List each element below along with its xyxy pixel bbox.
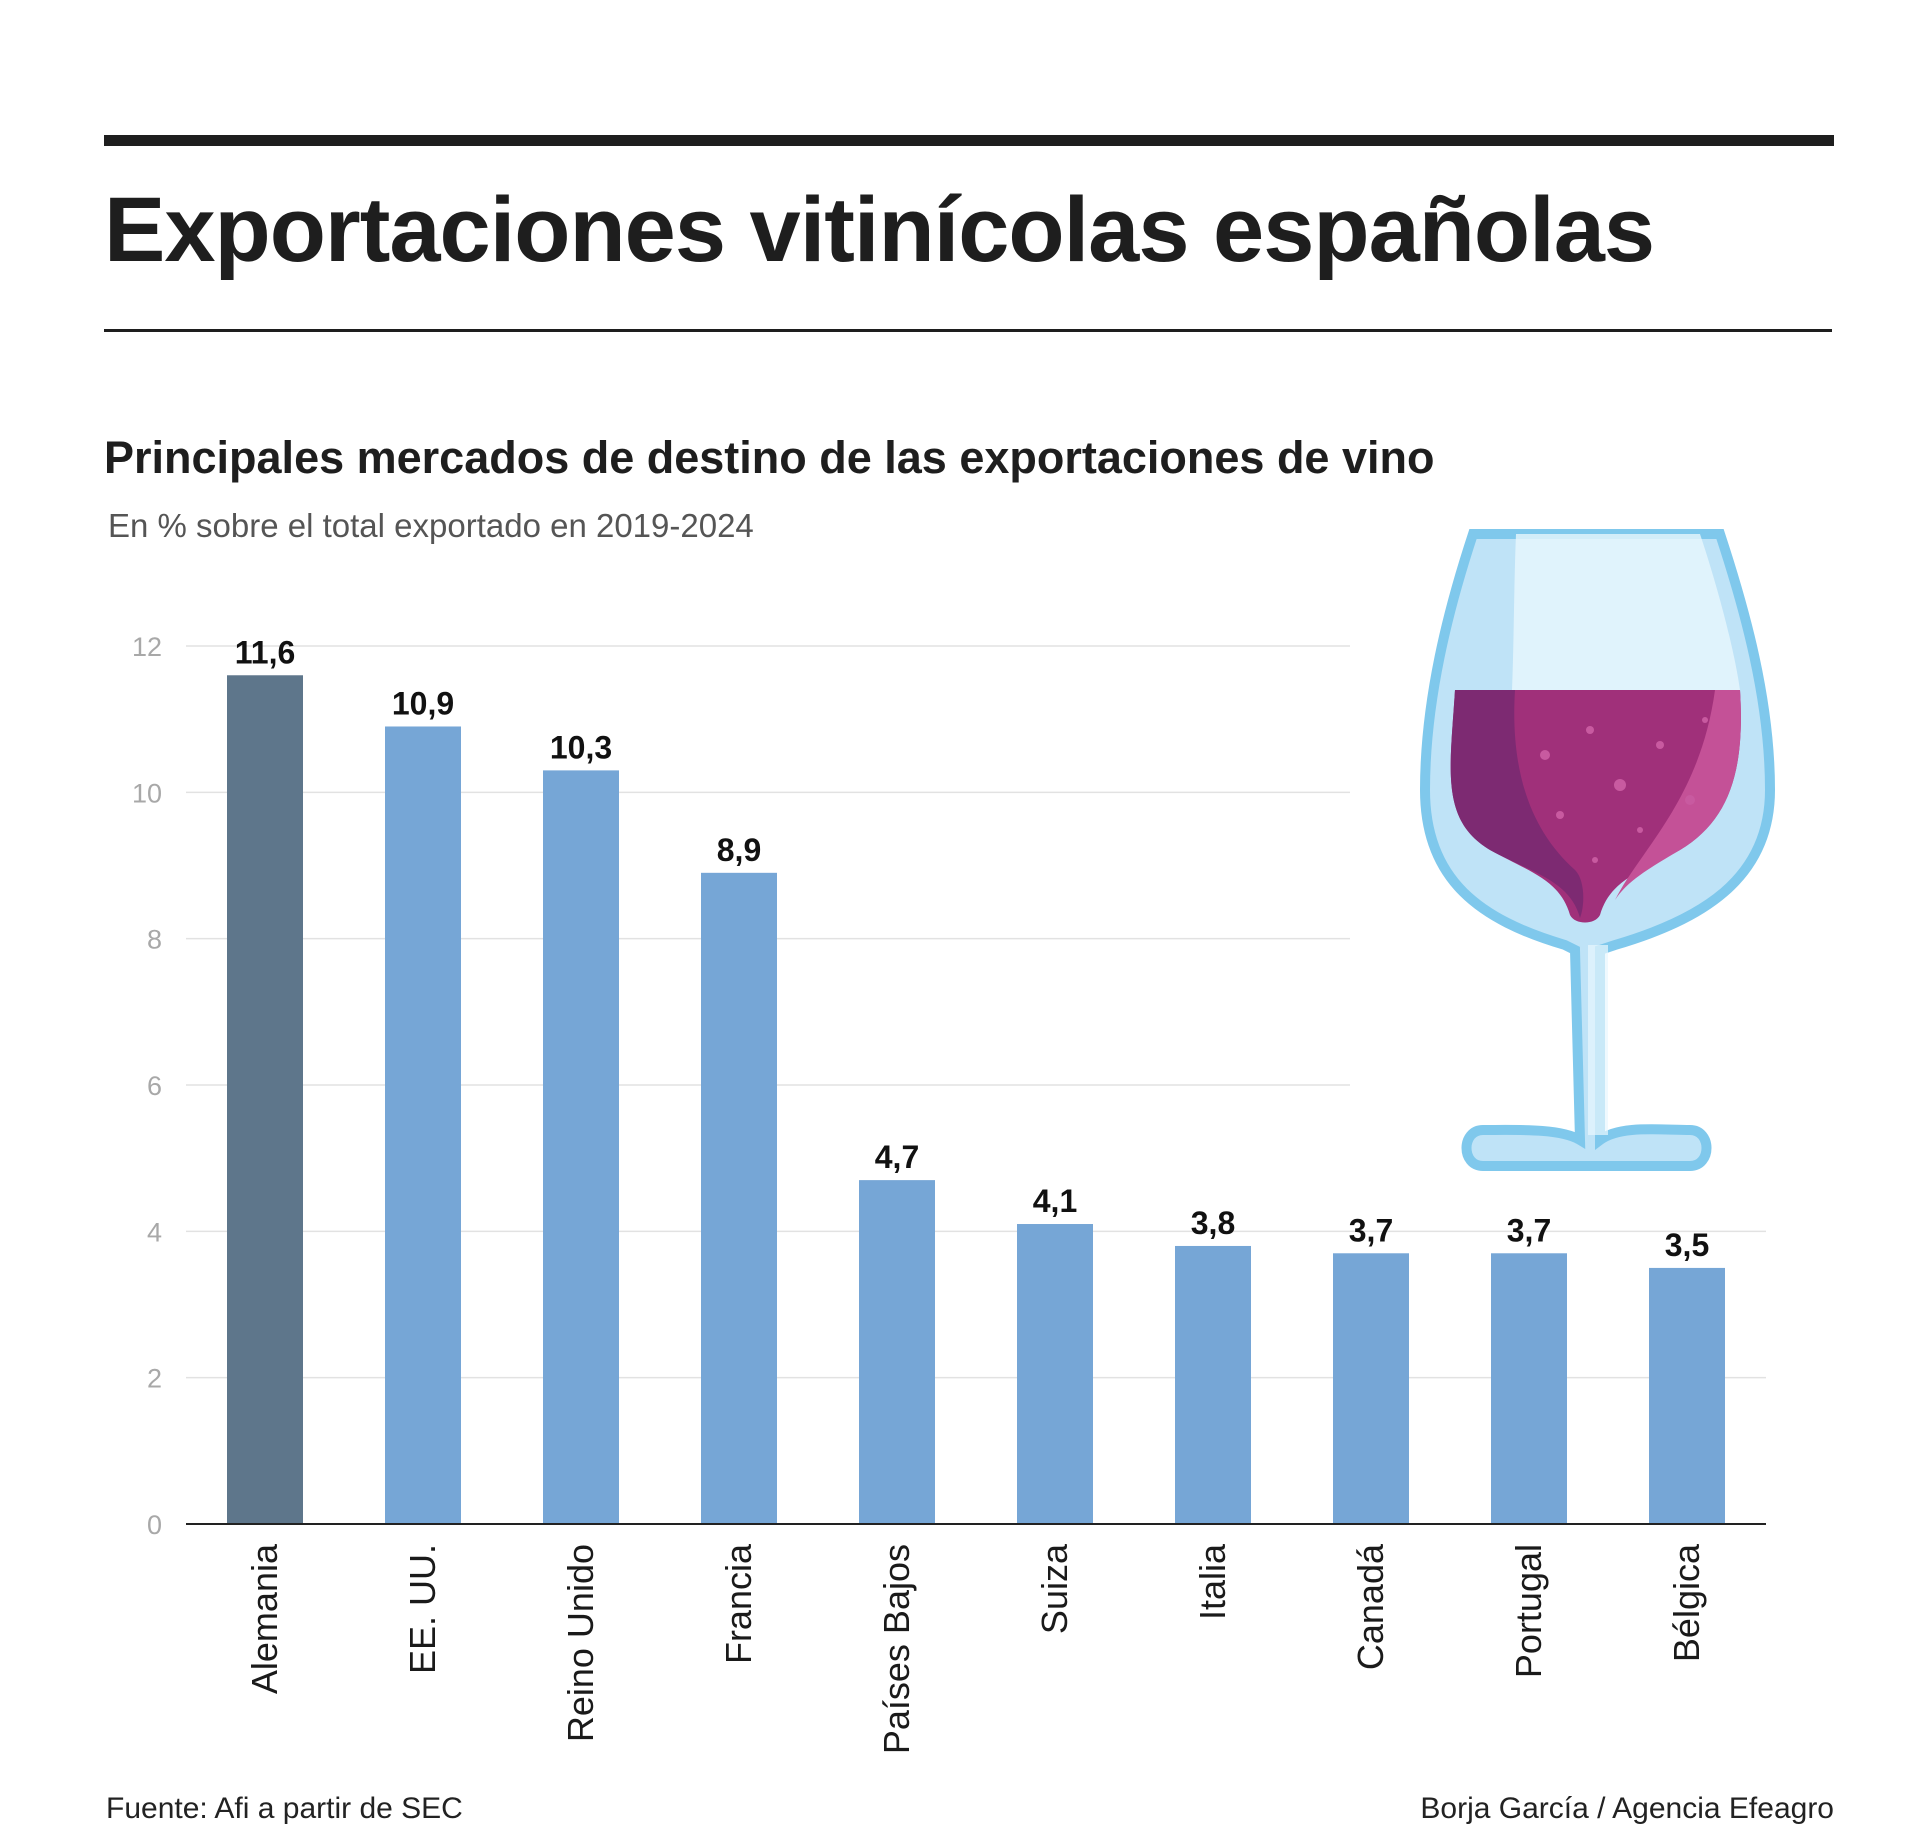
data-label: 3,8 — [1191, 1205, 1235, 1241]
y-axis-ticks: 0 2 4 6 8 10 12 — [132, 632, 162, 1540]
x-tick-label: Francia — [718, 1543, 759, 1664]
glass-outline — [1419, 529, 1776, 1171]
bar — [385, 726, 461, 1524]
bar — [859, 1180, 935, 1524]
y-tick-label: 8 — [147, 925, 162, 955]
wine-bubbles — [1540, 717, 1708, 863]
page-title: Exportaciones vitinícolas españolas — [104, 179, 1655, 281]
x-axis-ticks: Alemania EE. UU. Reino Unido Francia Países … — [244, 1543, 1707, 1754]
wine-shadow — [1450, 690, 1584, 918]
top-rule — [104, 135, 1834, 146]
x-tick-label: Reino Unido — [560, 1544, 601, 1742]
data-label: 10,3 — [550, 729, 612, 765]
data-label: 8,9 — [717, 832, 761, 868]
x-tick-label: Portugal — [1508, 1544, 1549, 1678]
source-note: Fuente: Afi a partir de SEC — [106, 1792, 463, 1825]
x-tick-label: Suiza — [1034, 1543, 1075, 1634]
wine-highlight — [1615, 690, 1741, 900]
x-tick-label: Alemania — [244, 1543, 285, 1694]
value-labels: 11,6 10,9 10,3 8,9 4,7 4,1 3,8 3,7 3,7 3,5 — [235, 634, 1710, 1263]
bars — [227, 675, 1725, 1524]
y-tick-label: 0 — [147, 1510, 162, 1540]
y-tick-label: 12 — [132, 632, 162, 662]
y-tick-label: 6 — [147, 1071, 162, 1101]
data-label: 4,7 — [875, 1139, 919, 1175]
y-tick-label: 4 — [147, 1217, 162, 1247]
x-tick-label: EE. UU. — [402, 1544, 443, 1674]
bar — [1017, 1224, 1093, 1524]
x-tick-label: Italia — [1192, 1543, 1233, 1620]
x-tick-label: Países Bajos — [876, 1544, 917, 1754]
bar — [1333, 1253, 1409, 1524]
bar — [1649, 1267, 1725, 1524]
glass-highlight — [1512, 534, 1740, 690]
title-rule — [104, 329, 1832, 332]
glass-stem — [1588, 945, 1608, 1135]
bar — [701, 872, 777, 1524]
wine-glass-icon — [1419, 529, 1776, 1171]
data-label: 3,5 — [1665, 1227, 1709, 1263]
credit-note: Borja García / Agencia Efeagro — [1420, 1792, 1834, 1825]
bar — [543, 770, 619, 1524]
data-label: 3,7 — [1507, 1212, 1551, 1248]
data-label: 4,1 — [1033, 1183, 1077, 1219]
bar — [1175, 1245, 1251, 1524]
bar — [227, 675, 303, 1524]
y-tick-label: 2 — [147, 1364, 162, 1394]
bar — [1491, 1253, 1567, 1524]
chart-subtitle: Principales mercados de destino de las e… — [104, 432, 1435, 483]
data-label: 11,6 — [235, 634, 296, 670]
y-tick-label: 10 — [132, 778, 162, 808]
data-label: 3,7 — [1349, 1212, 1393, 1248]
x-tick-label: Bélgica — [1666, 1543, 1707, 1662]
data-label: 10,9 — [392, 685, 454, 721]
x-tick-label: Canadá — [1350, 1543, 1391, 1670]
chart-note: En % sobre el total exportado en 2019-20… — [108, 507, 754, 544]
